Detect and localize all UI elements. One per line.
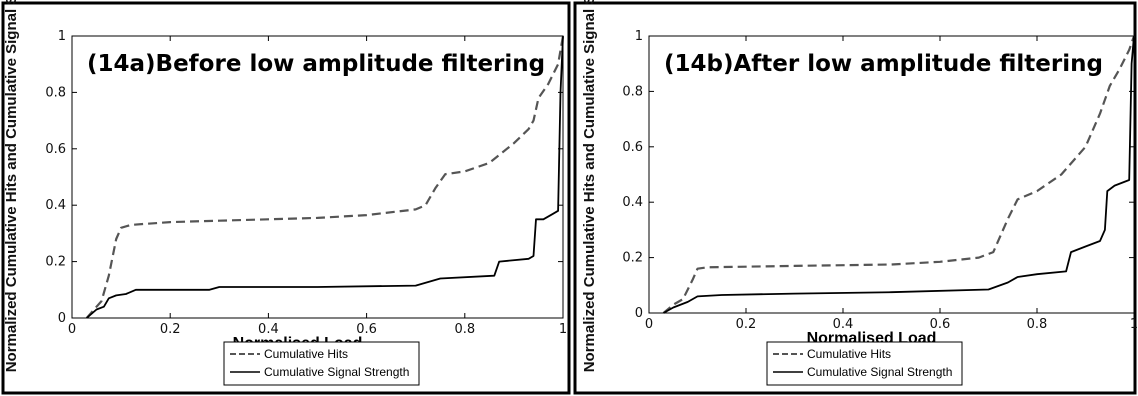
x-tick-label: 0.8 — [454, 322, 475, 337]
y-tick-label: 0.8 — [622, 84, 643, 99]
y-tick-label: 1 — [635, 29, 643, 44]
y-tick-label: 1 — [58, 29, 66, 44]
panel-frame — [1, 1, 571, 395]
panel-a: 0 0.2 0.4 0.6 0.8 1 0 0.2 0.4 0.6 0.8 1 (14a)Before … — [1, 0, 571, 395]
series-cumulative-signal-strength — [86, 35, 564, 319]
x-tick-label: 1 — [559, 322, 567, 337]
x-tick-label: 0.2 — [160, 322, 181, 337]
x-tick-label: 0.4 — [258, 322, 279, 337]
x-tick-label: 0.4 — [833, 317, 854, 332]
x-tick-label: 1 — [1130, 317, 1138, 332]
x-tick-label: 0.6 — [930, 317, 951, 332]
chart-title: (14b)After low amplitude filtering — [664, 51, 1103, 77]
x-tick-label: 0 — [645, 317, 653, 332]
y-axis-label: Normalized Cumulative Hits and Cumulativ… — [581, 0, 598, 372]
y-tick-label: 0.8 — [45, 85, 66, 100]
legend-label: Cumulative Hits — [807, 347, 891, 361]
x-tick-label: 0.6 — [356, 322, 377, 337]
y-tick-label: 0.6 — [45, 142, 66, 157]
plot-area — [71, 35, 564, 319]
y-tick-label: 0.2 — [45, 255, 66, 270]
x-tick-label: 0.8 — [1027, 317, 1048, 332]
legend-label: Cumulative Hits — [264, 347, 348, 361]
series-cumulative-signal-strength — [663, 35, 1135, 314]
series-cumulative-hits — [85, 35, 565, 319]
y-tick-label: 0.4 — [45, 198, 66, 213]
x-tick-label: 0.2 — [736, 317, 757, 332]
y-tick-label: 0 — [58, 311, 66, 326]
legend-box — [766, 341, 963, 386]
panel-frame — [573, 1, 1137, 395]
x-tick-label: 0 — [68, 322, 76, 337]
legend-box — [223, 341, 420, 386]
chart-title: (14a)Before low amplitude filtering — [87, 51, 545, 77]
legend-label: Cumulative Signal Strength — [807, 365, 952, 379]
y-tick-label: 0 — [635, 306, 643, 321]
series-cumulative-hits — [662, 35, 1136, 314]
y-axis-label: Normalized Cumulative Hits and Cumulativ… — [3, 0, 20, 372]
panel-b: 0 0.2 0.4 0.6 0.8 1 0 0.2 0.4 0.6 0.8 1 (14b)After l… — [573, 0, 1138, 395]
y-tick-label: 0.4 — [622, 195, 643, 210]
legend-label: Cumulative Signal Strength — [264, 365, 409, 379]
y-tick-label: 0.6 — [622, 140, 643, 155]
y-tick-label: 0.2 — [622, 251, 643, 266]
